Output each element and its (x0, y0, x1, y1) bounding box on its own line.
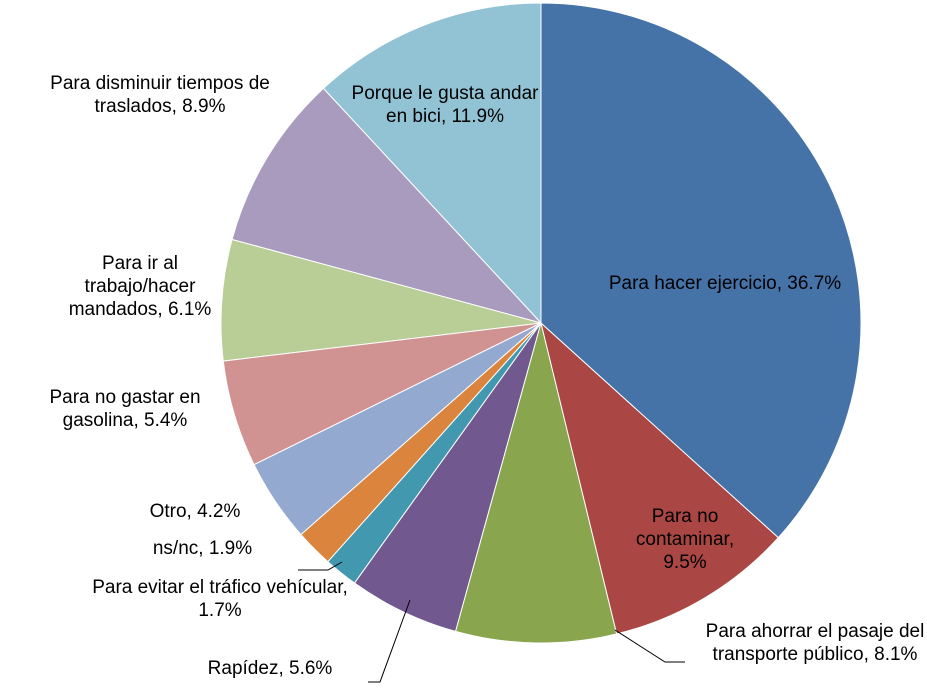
pie-slice (454, 321, 618, 644)
slice-label: Para disminuir tiempos de traslados, 8.9… (50, 73, 270, 117)
leader-line (614, 629, 685, 663)
slice-label: Para hacer ejercicio, 36.7% (608, 273, 842, 294)
pie-slice (540, 2, 862, 539)
slice-label: Para ir al trabajo/hacer mandados, 6.1% (68, 253, 212, 320)
leader-line (298, 561, 343, 571)
slice-label: Para evitar el tráfico vehícular, 1.7% (92, 577, 348, 621)
slice-label: Para no contaminar, 9.5% (635, 506, 735, 573)
slice-label: Porque le gusta andar en bici, 11.9% (351, 83, 539, 127)
pie-slice (540, 321, 780, 635)
slice-label: Para ahorrar el pasaje del transporte pú… (705, 621, 925, 665)
pie-slice (231, 87, 543, 324)
slice-label: ns/nc, 1.9% (152, 538, 253, 559)
leader-line (368, 599, 411, 683)
slice-label: Para no gastar en gasolina, 5.4% (49, 387, 201, 431)
pie-slice (220, 238, 542, 362)
slice-label: Otro, 4.2% (149, 501, 241, 522)
pie-slice (322, 2, 542, 325)
slice-label: Rapídez, 5.6% (207, 658, 333, 679)
